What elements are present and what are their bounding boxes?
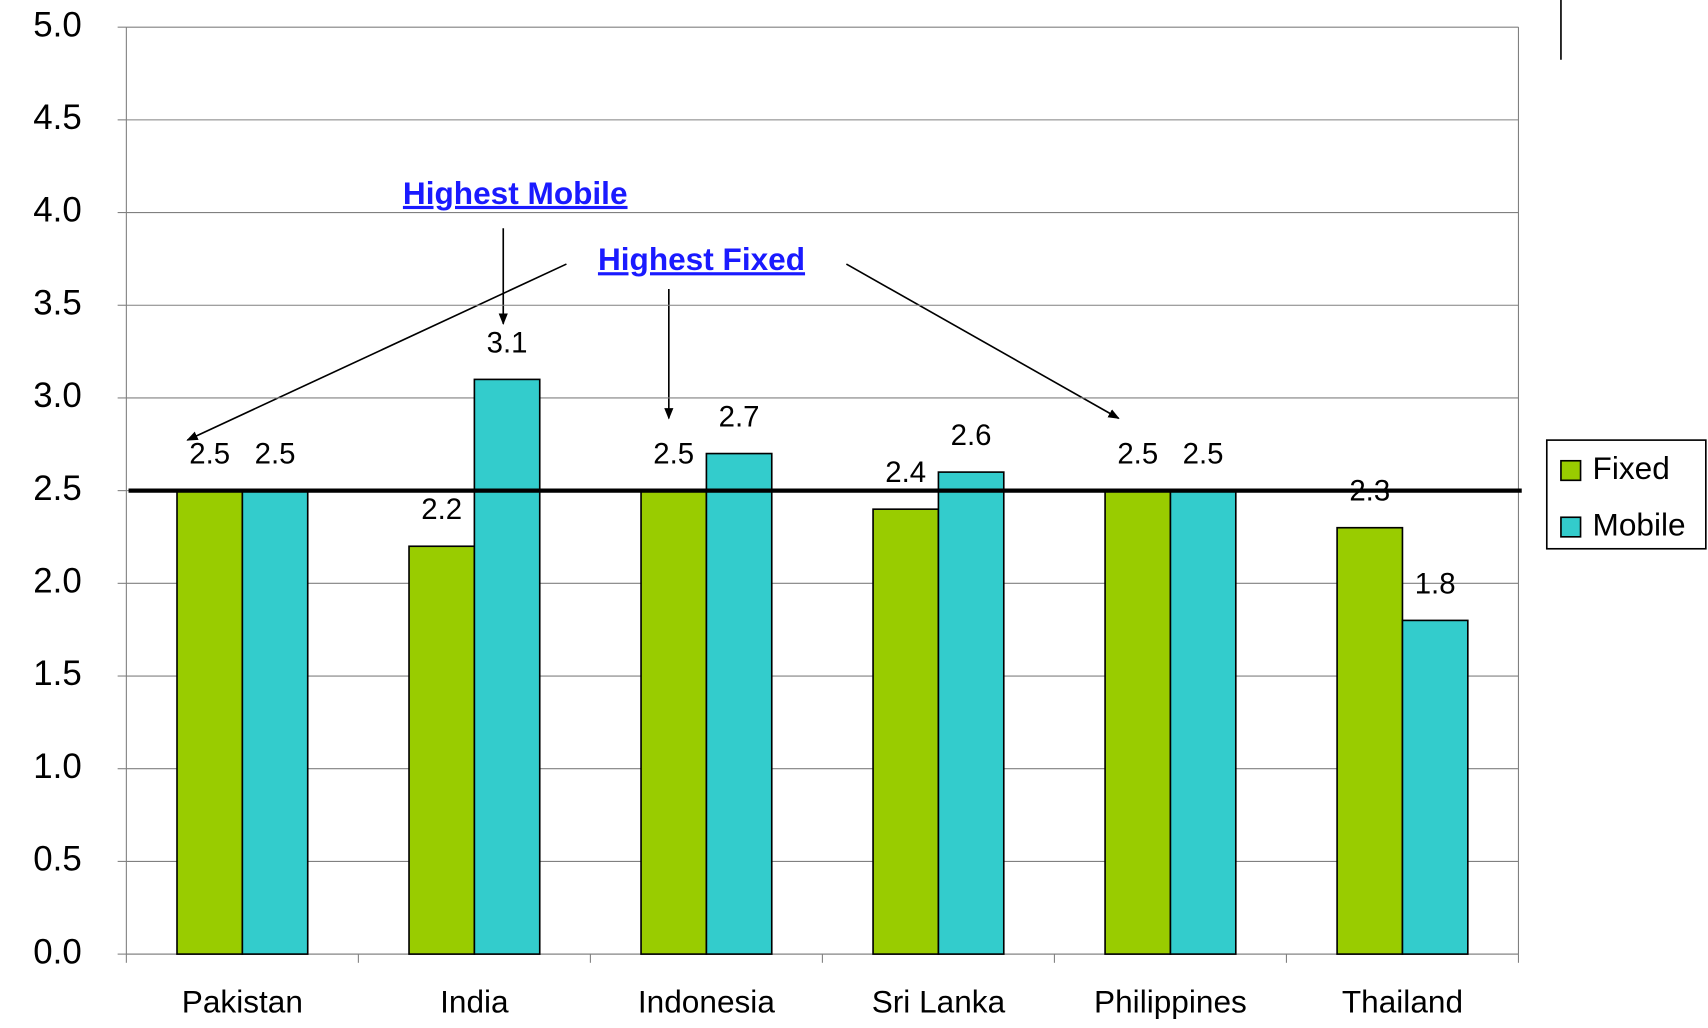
y-tick-label: 0.5 <box>33 840 81 879</box>
value-label: 2.5 <box>653 438 694 471</box>
bar <box>473 378 541 955</box>
bar <box>176 489 244 955</box>
value-label: 2.6 <box>951 419 992 452</box>
x-tick-label: Pakistan <box>182 983 303 1019</box>
annotation: Highest Fixed <box>598 241 805 277</box>
legend-swatch <box>1560 459 1582 482</box>
bar <box>241 489 309 955</box>
bar <box>408 545 476 955</box>
y-tick-label: 2.5 <box>33 469 81 508</box>
annotation-arrows <box>186 228 1120 441</box>
bar <box>705 452 773 955</box>
bar <box>937 471 1005 955</box>
bar <box>1104 489 1172 955</box>
y-tick-label: 2.0 <box>33 562 81 601</box>
y-tick-label: 0.0 <box>33 932 81 971</box>
value-label: 2.2 <box>421 493 462 526</box>
value-label: 2.5 <box>1183 438 1224 471</box>
x-tick-label: India <box>440 983 509 1019</box>
y-tick-label: 4.0 <box>33 191 81 230</box>
legend-label: Fixed <box>1593 450 1670 486</box>
x-tick-label: Philippines <box>1094 983 1247 1019</box>
legend-box <box>1545 439 1707 550</box>
legend-swatch <box>1560 516 1582 538</box>
x-tick-label: Sri Lanka <box>872 983 1006 1019</box>
y-tick-label: 3.5 <box>33 283 81 322</box>
arrow <box>186 263 567 441</box>
bar <box>1401 619 1469 955</box>
value-label: 2.5 <box>1117 438 1158 471</box>
value-label: 1.8 <box>1415 567 1456 600</box>
bar <box>640 489 708 955</box>
bar <box>1336 526 1404 955</box>
bar <box>872 508 940 955</box>
x-tick-label: Indonesia <box>638 983 775 1019</box>
annotation: Highest Mobile <box>403 175 628 211</box>
arrow <box>845 263 1120 420</box>
y-tick-label: 1.0 <box>33 747 81 786</box>
legend-label: Mobile <box>1593 506 1686 542</box>
x-tick-label: Thailand <box>1342 983 1463 1019</box>
value-label: 2.5 <box>189 438 230 471</box>
y-tick-label: 4.5 <box>33 98 81 137</box>
y-tick-label: 5.0 <box>33 5 81 44</box>
value-label: 3.1 <box>487 326 528 359</box>
value-label: 2.4 <box>885 456 926 489</box>
value-label: 2.5 <box>255 438 296 471</box>
value-label: 2.7 <box>719 401 760 434</box>
bar <box>1169 489 1237 955</box>
y-tick-label: 3.0 <box>33 376 81 415</box>
y-tick-label: 1.5 <box>33 654 81 693</box>
